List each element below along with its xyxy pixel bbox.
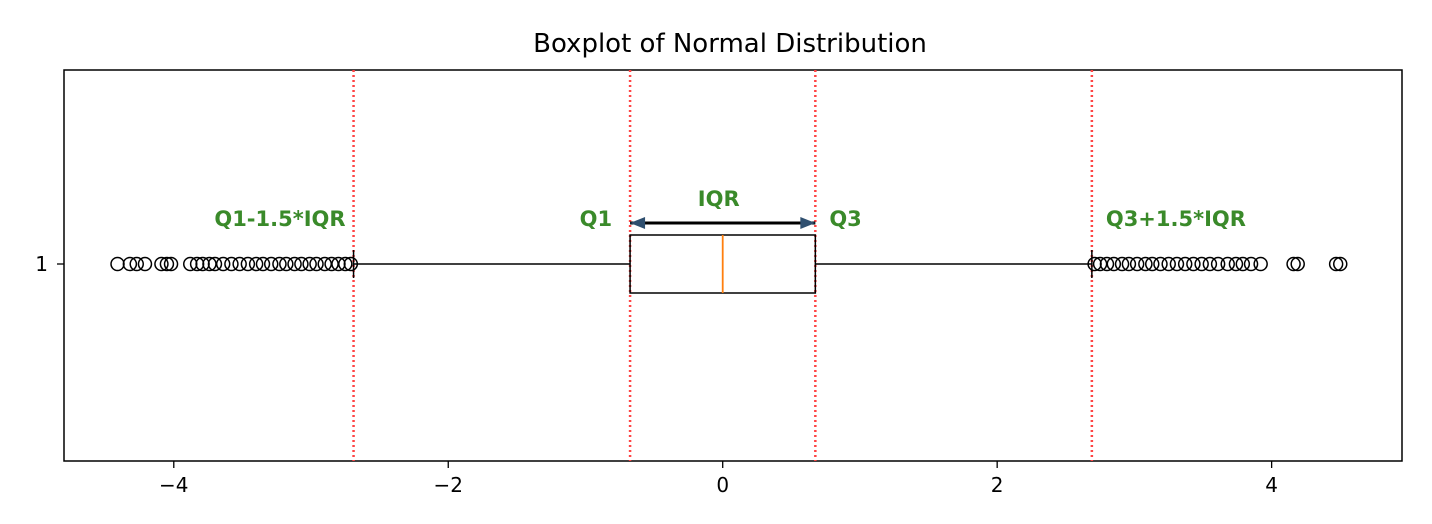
plot-frame	[63, 69, 1403, 462]
outlier-point	[1099, 256, 1115, 272]
outlier-point	[1332, 256, 1348, 272]
outlier-point	[1169, 256, 1185, 272]
outlier-point	[137, 256, 153, 272]
outlier-point	[240, 256, 256, 272]
outlier-point	[1202, 256, 1218, 272]
outlier-point	[255, 256, 271, 272]
outlier-point	[302, 256, 317, 272]
x-tick-label: 2	[991, 473, 1004, 497]
outlier-point	[1186, 256, 1201, 272]
x-tick-label: −4	[159, 473, 188, 497]
outlier-point	[1114, 256, 1130, 272]
outlier-point	[1129, 256, 1145, 272]
chart-title: Boxplot of Normal Distribution	[533, 29, 927, 59]
outlier-point	[1138, 256, 1153, 272]
outlier-point	[1286, 256, 1301, 272]
reference-line-label: Q1-1.5*IQR	[214, 207, 345, 231]
outlier-point	[159, 256, 175, 272]
iqr-label: IQR	[698, 187, 740, 211]
outlier-point	[1328, 256, 1344, 272]
outlier-point	[1161, 256, 1176, 272]
outlier-point	[279, 256, 294, 272]
outlier-point	[294, 256, 309, 272]
x-tick-label: −2	[434, 473, 463, 497]
outlier-point	[1210, 256, 1226, 272]
reference-line-label: Q3+1.5*IQR	[1106, 207, 1246, 231]
outlier-point	[110, 256, 125, 272]
outlier-point	[1290, 256, 1305, 272]
outlier-point	[207, 256, 223, 272]
outlier-point	[272, 256, 287, 272]
outlier-point	[309, 256, 324, 272]
outlier-point	[1121, 256, 1137, 272]
outlier-point	[163, 256, 179, 272]
reference-line-label: Q3	[829, 207, 861, 231]
outlier-point	[154, 256, 169, 272]
outlier-point	[1144, 256, 1160, 272]
outlier-point	[215, 256, 231, 272]
outlier-point	[287, 256, 302, 272]
outlier-point	[129, 256, 144, 272]
outlier-point	[1220, 256, 1235, 272]
outlier-point	[1177, 256, 1193, 272]
reference-line-label: Q1	[580, 207, 612, 231]
outlier-point	[1235, 256, 1251, 272]
outlier-point	[1243, 256, 1259, 272]
outlier-point	[343, 256, 359, 272]
x-tick-label: 0	[716, 473, 729, 497]
outlier-point	[1253, 256, 1268, 272]
outlier-point	[338, 256, 353, 272]
outlier-point	[1106, 256, 1122, 272]
x-tick-label: 4	[1265, 473, 1278, 497]
outlier-point	[248, 256, 264, 272]
y-tick-label: 1	[35, 252, 48, 276]
outlier-point	[232, 256, 247, 272]
outlier-point	[1194, 256, 1209, 272]
outlier-point	[224, 256, 239, 272]
outlier-point	[1153, 256, 1168, 272]
outlier-point	[122, 256, 138, 272]
outlier-point	[263, 256, 279, 272]
outlier-point	[1228, 256, 1244, 272]
